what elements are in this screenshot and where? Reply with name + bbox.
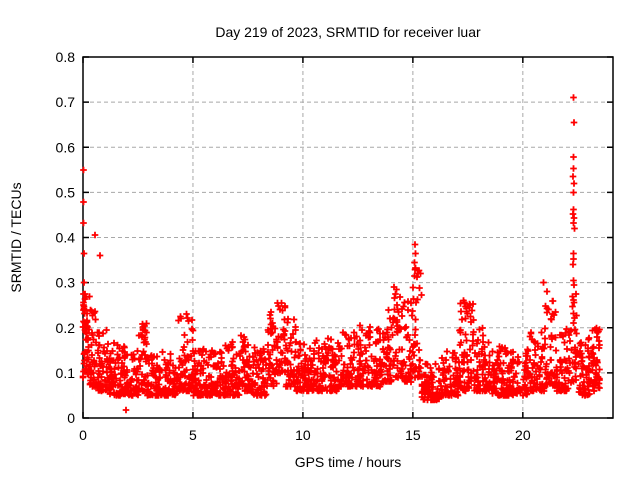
- x-axis-label: GPS time / hours: [295, 454, 402, 470]
- y-tick-label: 0.5: [56, 184, 76, 200]
- y-tick-label: 0.4: [56, 230, 76, 246]
- y-tick-label: 0.7: [56, 94, 76, 110]
- y-tick-label: 0.3: [56, 275, 76, 291]
- x-tick-label: 15: [405, 427, 421, 443]
- x-tick-label: 20: [515, 427, 531, 443]
- chart-title: Day 219 of 2023, SRMTID for receiver lua…: [215, 24, 481, 40]
- x-tick-label: 0: [79, 427, 87, 443]
- y-tick-label: 0.2: [56, 320, 76, 336]
- tick-labels: 0 5 10 15 20 0 0.1 0.2 0.3 0.4 0.5 0.6 0.7 0.8: [56, 49, 531, 443]
- x-tick-label: 10: [295, 427, 311, 443]
- y-tick-label: 0.1: [56, 365, 76, 381]
- y-tick-label: 0: [67, 410, 75, 426]
- data-points-scatter: [79, 94, 603, 414]
- y-tick-label: 0.6: [56, 139, 76, 155]
- y-tick-label: 0.8: [56, 49, 76, 65]
- y-axis-label: SRMTID / TECUs: [8, 182, 24, 292]
- x-tick-label: 5: [189, 427, 197, 443]
